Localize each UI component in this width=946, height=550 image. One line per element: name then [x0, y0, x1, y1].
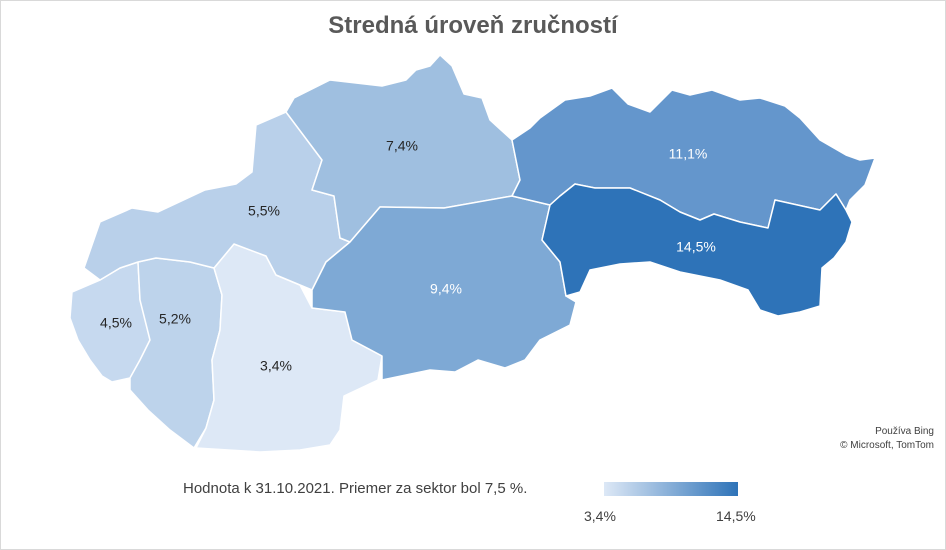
map-title: Stredná úroveň zručností: [328, 12, 618, 39]
map-attribution: Používa Bing © Microsoft, TomTom: [840, 425, 934, 453]
region-label-kosice: 14,5%: [676, 239, 716, 255]
footnote: Hodnota k 31.10.2021. Priemer za sektor …: [183, 480, 528, 497]
region-label-zilina: 7,4%: [386, 138, 418, 154]
region-kosice[interactable]: [541, 183, 853, 317]
legend-gradient-bar: [604, 482, 738, 496]
region-label-trencin: 5,5%: [248, 203, 280, 219]
legend-min-label: 3,4%: [584, 508, 616, 524]
region-label-presov: 11,1%: [669, 146, 708, 162]
region-zilina[interactable]: [285, 54, 521, 243]
region-label-banska-bystrica: 9,4%: [430, 281, 462, 297]
attribution-bing: Používa Bing: [875, 426, 934, 437]
region-label-nitra: 3,4%: [260, 358, 292, 374]
region-label-trnava: 5,2%: [159, 311, 191, 327]
region-label-bratislava: 4,5%: [100, 315, 132, 331]
attribution-copyright: © Microsoft, TomTom: [840, 440, 934, 451]
legend-max-label: 14,5%: [716, 508, 756, 524]
